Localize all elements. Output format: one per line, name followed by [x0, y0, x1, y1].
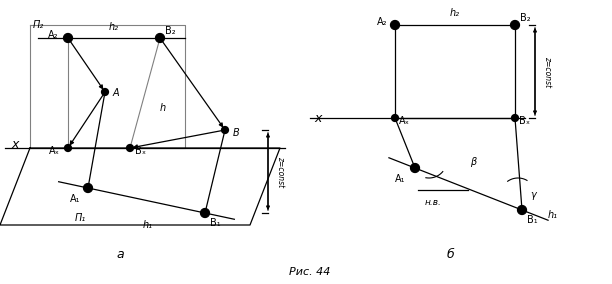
Text: z=const: z=const	[543, 56, 552, 87]
Text: A₂: A₂	[48, 30, 58, 40]
Text: h₁: h₁	[143, 220, 153, 230]
Text: П₂: П₂	[33, 20, 44, 30]
Ellipse shape	[127, 145, 133, 151]
Text: h: h	[160, 103, 166, 113]
Text: Рис. 44: Рис. 44	[289, 267, 330, 277]
Text: B₂: B₂	[165, 26, 176, 36]
Ellipse shape	[512, 114, 518, 122]
Text: h₂: h₂	[450, 8, 460, 18]
Text: A: A	[113, 88, 119, 98]
Ellipse shape	[518, 206, 526, 214]
Text: Bₓ: Bₓ	[519, 116, 530, 126]
Text: z=const: z=const	[276, 156, 285, 187]
Text: B₁: B₁	[210, 218, 220, 228]
Text: B₁: B₁	[527, 215, 537, 225]
Text: Bₓ: Bₓ	[135, 146, 146, 156]
Text: н.в.: н.в.	[425, 198, 442, 207]
Text: П₁: П₁	[75, 213, 86, 223]
Text: γ: γ	[530, 190, 536, 200]
Text: x: x	[315, 112, 322, 124]
Ellipse shape	[64, 145, 72, 151]
Text: B: B	[233, 128, 240, 138]
Text: Aₓ: Aₓ	[399, 116, 410, 126]
Text: а: а	[116, 248, 124, 262]
Ellipse shape	[390, 20, 400, 30]
Text: x: x	[11, 139, 19, 151]
Ellipse shape	[201, 208, 209, 218]
Text: B₂: B₂	[520, 13, 531, 23]
Text: h₁: h₁	[548, 210, 558, 220]
Text: A₁: A₁	[395, 174, 405, 184]
Ellipse shape	[83, 183, 92, 193]
Text: Aₓ: Aₓ	[49, 146, 60, 156]
Ellipse shape	[411, 164, 419, 172]
Ellipse shape	[222, 126, 228, 133]
Ellipse shape	[510, 20, 520, 30]
Ellipse shape	[155, 34, 165, 43]
Text: б: б	[446, 248, 454, 262]
Text: A₂: A₂	[376, 17, 387, 27]
Text: β: β	[470, 157, 476, 167]
Ellipse shape	[64, 34, 72, 43]
Ellipse shape	[392, 114, 398, 122]
Ellipse shape	[102, 89, 108, 95]
Text: h₂: h₂	[109, 22, 119, 32]
Text: A₁: A₁	[70, 194, 80, 204]
